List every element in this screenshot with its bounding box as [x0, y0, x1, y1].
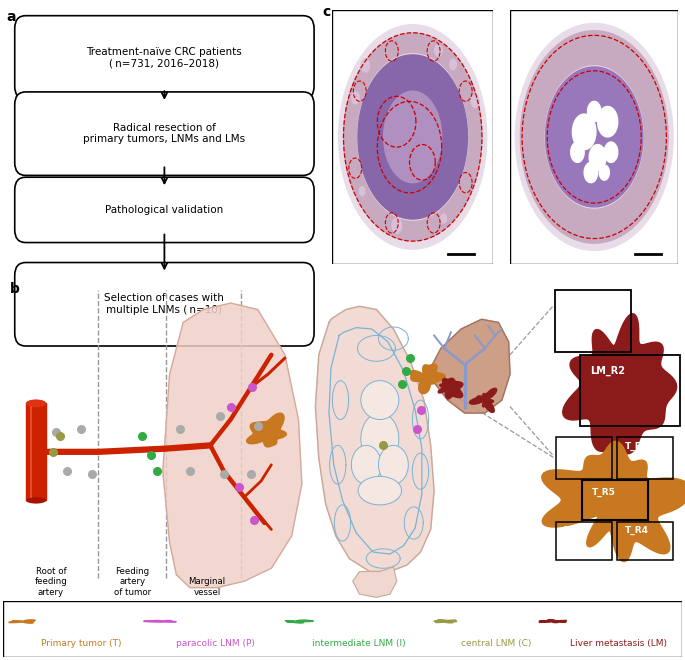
Text: Primary tumor (T): Primary tumor (T): [40, 640, 121, 648]
Polygon shape: [434, 620, 457, 623]
FancyBboxPatch shape: [15, 263, 314, 346]
Polygon shape: [392, 218, 401, 233]
Text: T_R2: T_R2: [625, 442, 649, 451]
Polygon shape: [384, 91, 442, 183]
Polygon shape: [584, 162, 597, 183]
Text: Treatment-naïve CRC patients
( n=731, 2016–2018): Treatment-naïve CRC patients ( n=731, 20…: [86, 47, 242, 68]
Polygon shape: [358, 55, 467, 219]
Polygon shape: [515, 24, 673, 250]
Polygon shape: [9, 620, 35, 623]
Polygon shape: [589, 145, 606, 170]
Bar: [556, 521, 612, 560]
Polygon shape: [542, 442, 685, 562]
Bar: [617, 437, 673, 479]
Polygon shape: [563, 314, 677, 454]
Text: T_R5: T_R5: [591, 488, 615, 497]
Text: Selection of cases with
multiple LNMs ( n=10): Selection of cases with multiple LNMs ( …: [104, 294, 225, 315]
Polygon shape: [358, 477, 401, 505]
Polygon shape: [450, 59, 456, 69]
Polygon shape: [361, 381, 399, 420]
Polygon shape: [545, 67, 643, 207]
Text: b: b: [10, 282, 20, 296]
Text: Liver metastasis (LM): Liver metastasis (LM): [570, 640, 667, 648]
Text: T_R4: T_R4: [625, 525, 649, 535]
Ellipse shape: [26, 497, 46, 504]
Polygon shape: [471, 95, 479, 108]
Text: Root of
feeding
artery: Root of feeding artery: [34, 567, 67, 597]
Polygon shape: [351, 92, 359, 104]
Polygon shape: [604, 142, 618, 162]
Bar: [617, 521, 673, 560]
FancyBboxPatch shape: [15, 92, 314, 176]
FancyBboxPatch shape: [15, 16, 314, 99]
Polygon shape: [539, 620, 566, 622]
Polygon shape: [247, 413, 286, 447]
Polygon shape: [338, 24, 487, 249]
Polygon shape: [588, 102, 601, 121]
Polygon shape: [163, 303, 302, 587]
Text: central LNM (C): central LNM (C): [461, 640, 532, 648]
Polygon shape: [469, 388, 497, 412]
Ellipse shape: [26, 399, 46, 407]
Text: Marginal
vessel: Marginal vessel: [188, 578, 225, 597]
Text: c: c: [323, 5, 331, 19]
Polygon shape: [410, 364, 445, 393]
Bar: [582, 480, 649, 520]
Polygon shape: [285, 620, 313, 623]
Polygon shape: [361, 413, 399, 465]
Bar: [556, 437, 612, 479]
Polygon shape: [361, 59, 369, 72]
Text: paracolic LNM (P): paracolic LNM (P): [176, 640, 256, 648]
Polygon shape: [26, 403, 46, 500]
Polygon shape: [431, 319, 510, 413]
Polygon shape: [351, 446, 381, 484]
Polygon shape: [144, 620, 176, 622]
Polygon shape: [360, 187, 365, 195]
Polygon shape: [521, 31, 668, 243]
Text: T_R3: T_R3: [564, 525, 588, 535]
Text: LM_R2: LM_R2: [590, 366, 625, 376]
Text: LM_R1: LM_R1: [562, 295, 597, 306]
Polygon shape: [599, 165, 610, 180]
Text: T_R1: T_R1: [564, 442, 588, 451]
Polygon shape: [343, 33, 482, 241]
Text: Feeding
artery
of tumor: Feeding artery of tumor: [114, 567, 151, 597]
Text: intermediate LNM (I): intermediate LNM (I): [312, 640, 406, 648]
Polygon shape: [353, 567, 397, 597]
Polygon shape: [315, 306, 434, 572]
Polygon shape: [435, 45, 442, 56]
Polygon shape: [573, 114, 596, 150]
Polygon shape: [379, 446, 408, 484]
Text: Pathological validation: Pathological validation: [105, 205, 223, 215]
Polygon shape: [438, 378, 463, 399]
Bar: [580, 355, 680, 426]
Text: a: a: [7, 11, 16, 24]
Bar: [555, 290, 631, 352]
Text: Radical resection of
primary tumors, LNMs and LMs: Radical resection of primary tumors, LNM…: [84, 123, 245, 145]
Polygon shape: [597, 106, 618, 137]
FancyBboxPatch shape: [15, 178, 314, 243]
Polygon shape: [441, 214, 447, 223]
Polygon shape: [571, 142, 584, 162]
